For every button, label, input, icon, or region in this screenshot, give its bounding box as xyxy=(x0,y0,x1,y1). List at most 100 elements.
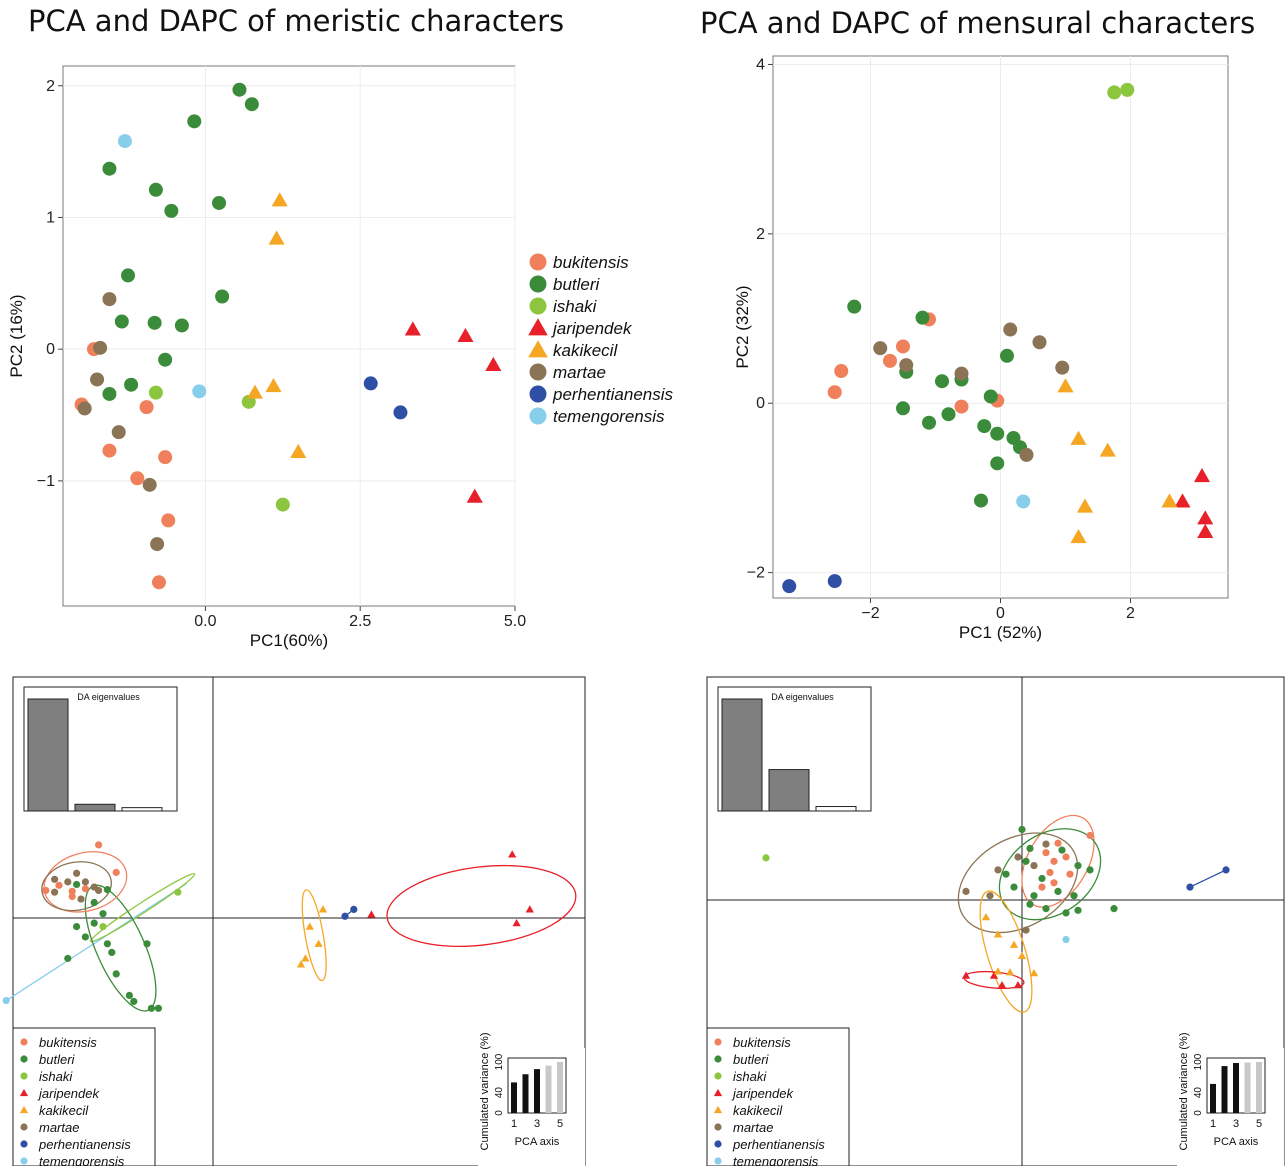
data-point-martae xyxy=(142,477,157,492)
data-point-martae xyxy=(899,358,914,373)
data-point-martae xyxy=(994,866,1002,874)
left-panel-title: PCA and DAPC of meristic characters xyxy=(28,4,565,38)
data-point-kakikecil xyxy=(305,922,314,930)
data-point-bukitensis xyxy=(1086,831,1094,840)
data-point-perhentianensis xyxy=(341,912,349,920)
variance-x-tick-label: 3 xyxy=(1233,1118,1239,1130)
data-point-jaripendek xyxy=(1174,493,1191,508)
variance-x-tick-label: 3 xyxy=(534,1118,540,1130)
data-point-bukitensis xyxy=(139,400,154,415)
legend-key-kakikecil xyxy=(528,340,548,358)
x-axis-label: PC1(60%) xyxy=(250,631,328,650)
data-point-jaripendek xyxy=(512,919,521,927)
data-point-butleri xyxy=(103,886,111,894)
data-point-perhentianensis xyxy=(827,574,842,589)
data-point-kakikecil xyxy=(1099,442,1116,457)
data-point-kakikecil xyxy=(1057,378,1074,393)
legend-label-butleri: butleri xyxy=(733,1052,770,1067)
data-point-butleri xyxy=(102,386,117,401)
data-point-kakikecil xyxy=(981,913,991,921)
data-point-bukitensis xyxy=(55,881,63,889)
data-point-butleri xyxy=(108,948,116,957)
data-point-bukitensis xyxy=(95,841,103,849)
data-point-bukitensis xyxy=(151,575,166,590)
data-point-butleri xyxy=(158,352,173,367)
data-point-butleri xyxy=(1026,844,1034,853)
data-point-jaripendek xyxy=(1013,981,1023,989)
data-point-bukitensis xyxy=(896,339,910,354)
data-point-martae xyxy=(51,875,59,883)
legend-key-martae xyxy=(20,1123,28,1131)
legend-key-temengorensis xyxy=(20,1157,28,1165)
variance-inset-bg xyxy=(478,1048,585,1166)
data-point-butleri xyxy=(922,415,936,430)
data-point-butleri xyxy=(977,419,992,434)
data-point-butleri xyxy=(187,114,202,129)
inertia-ellipse-kakikecil xyxy=(301,889,327,982)
legend-key-kakikecil xyxy=(19,1105,29,1114)
data-point-martae xyxy=(77,401,92,416)
data-point-butleri xyxy=(164,203,179,218)
data-point-ishaki xyxy=(99,923,107,931)
legend-key-butleri xyxy=(529,275,547,293)
data-point-butleri xyxy=(124,377,139,392)
variance-bar xyxy=(534,1069,540,1113)
eigen-bar xyxy=(121,807,163,812)
data-point-perhentianensis xyxy=(350,905,358,914)
data-point-bukitensis xyxy=(68,887,76,895)
legend-key-kakikecil xyxy=(713,1105,723,1114)
inertia-ellipse-kakikecil xyxy=(979,890,1033,1013)
data-point-butleri xyxy=(90,898,98,907)
data-point-butleri xyxy=(73,923,81,931)
variance-bar xyxy=(511,1082,517,1113)
data-point-kakikecil xyxy=(1070,430,1087,445)
data-point-temengorensis xyxy=(192,384,207,399)
variance-y-tick-label: 0 xyxy=(1193,1110,1204,1116)
variance-bar xyxy=(557,1062,563,1113)
legend-label-ishaki: ishaki xyxy=(553,297,598,316)
eigen-bar xyxy=(74,803,116,812)
data-point-jaripendek xyxy=(1197,510,1214,525)
data-point-temengorensis xyxy=(1062,935,1070,944)
legend-label-jaripendek: jaripendek xyxy=(551,319,633,338)
legend-key-perhentianensis xyxy=(20,1140,28,1148)
legend-label-butleri: butleri xyxy=(553,275,601,294)
x-tick-label: 0.0 xyxy=(194,613,216,630)
data-point-butleri xyxy=(143,940,151,948)
data-point-jaripendek xyxy=(989,971,999,979)
data-point-kakikecil xyxy=(246,384,263,399)
data-point-bukitensis xyxy=(1054,839,1062,847)
legend-key-bukitensis xyxy=(20,1038,28,1046)
legend-label-ishaki: ishaki xyxy=(39,1069,73,1084)
data-point-bukitensis xyxy=(1042,849,1050,857)
data-point-martae xyxy=(1042,840,1050,848)
data-point-kakikecil xyxy=(314,939,323,947)
data-point-bukitensis xyxy=(68,892,76,901)
data-point-jaripendek xyxy=(508,850,517,858)
data-point-kakikecil xyxy=(1005,968,1015,976)
data-point-kakikecil xyxy=(1017,951,1027,960)
data-point-butleri xyxy=(1086,866,1094,874)
data-point-butleri xyxy=(154,1004,163,1012)
data-point-jaripendek xyxy=(457,327,474,343)
data-point-martae xyxy=(90,372,105,387)
variance-y-axis-label: Cumulated variance (%) xyxy=(1178,1033,1190,1151)
data-point-butleri xyxy=(915,310,930,325)
data-point-martae xyxy=(1003,322,1018,337)
data-point-butleri xyxy=(64,954,72,963)
data-point-butleri xyxy=(1042,905,1050,913)
data-point-butleri xyxy=(1110,905,1118,913)
data-point-butleri xyxy=(1074,862,1082,870)
eigen-inset-title: DA eigenvalues xyxy=(771,692,834,702)
x-tick-label: 5.0 xyxy=(504,613,526,630)
data-point-butleri xyxy=(130,997,138,1006)
data-point-butleri xyxy=(896,401,910,416)
legend-label-kakikecil: kakikecil xyxy=(39,1103,89,1118)
data-point-butleri xyxy=(847,299,862,314)
data-point-kakikecil xyxy=(296,960,306,968)
legend-key-jaripendek xyxy=(19,1088,29,1097)
data-point-bukitensis xyxy=(827,385,842,400)
data-point-butleri xyxy=(1010,883,1018,891)
legend-key-martae xyxy=(714,1123,722,1131)
legend-label-bukitensis: bukitensis xyxy=(733,1035,791,1050)
